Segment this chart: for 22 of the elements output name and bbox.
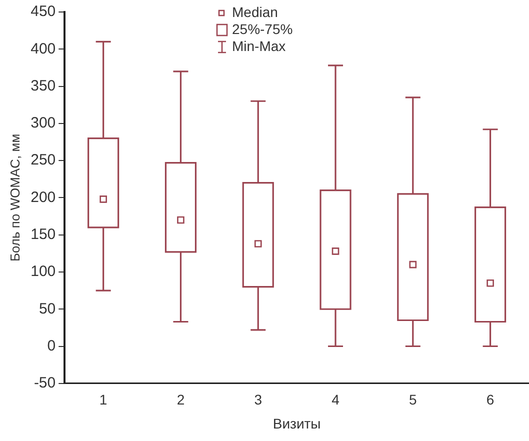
y-tick-label: 250 (30, 152, 56, 169)
x-tick-label: 1 (99, 392, 108, 408)
y-tick-label: -50 (34, 374, 56, 392)
y-tick-label: 300 (30, 114, 56, 132)
x-tick-label: 3 (254, 392, 262, 408)
y-tick-label: 200 (30, 188, 56, 206)
x-axis-title: Визиты (272, 415, 321, 432)
y-tick-label: 350 (30, 77, 56, 94)
y-tick-label: 450 (30, 3, 56, 20)
y-tick-label: 50 (38, 300, 56, 318)
y-axis-title: Боль по WOMAC, мм (7, 134, 22, 262)
y-tick-label: 100 (30, 263, 56, 280)
y-tick-label: 150 (30, 226, 56, 243)
annotation: 25%-75% (232, 21, 293, 38)
annotation: Min-Max (232, 38, 286, 55)
x-tick-label: 5 (409, 392, 418, 408)
y-tick-label: 400 (30, 40, 56, 58)
y-tick-label: 0 (47, 337, 56, 354)
x-tick-label: 6 (486, 392, 494, 408)
x-tick-label: 4 (332, 392, 340, 408)
x-tick-label: 2 (176, 392, 185, 408)
annotation: Median (232, 4, 278, 21)
